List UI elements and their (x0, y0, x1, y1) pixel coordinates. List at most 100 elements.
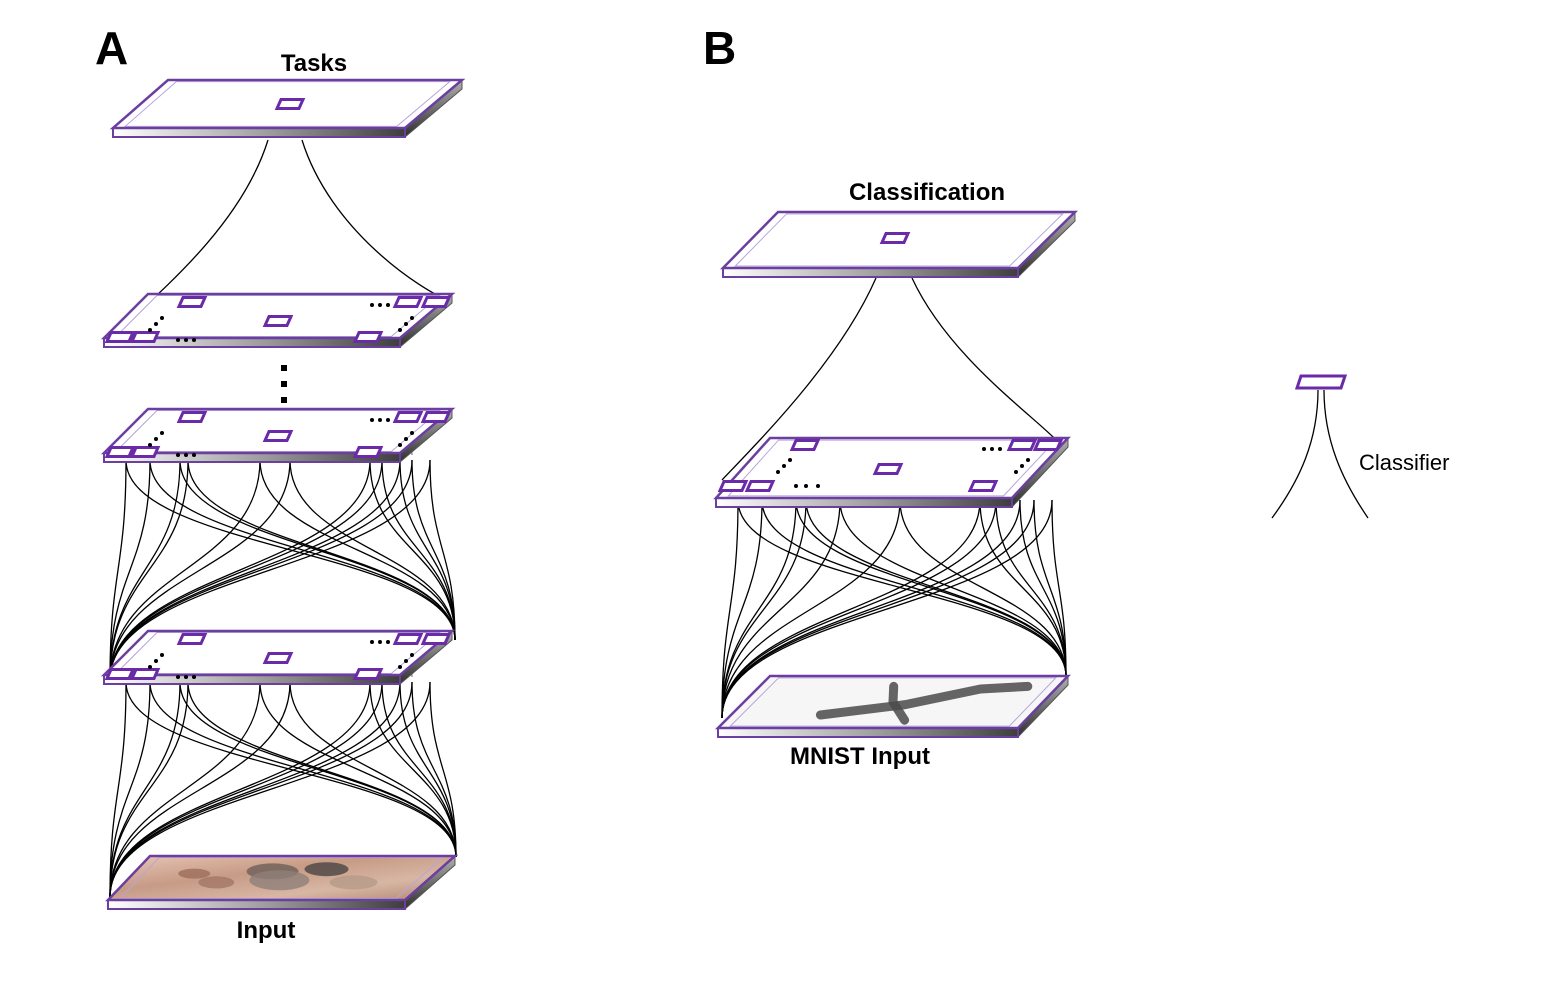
layer3-to-input-conn-to-left (109, 681, 431, 898)
hidden-b-to-mnist-right (995, 499, 1067, 677)
hidden-layer-2-unit-center (262, 430, 294, 442)
hidden-layer-3-dots-left (148, 665, 152, 669)
layer2-to-layer3-conn-to-left (109, 459, 127, 681)
hidden-b-to-mnist-right (899, 499, 1067, 677)
hidden-layer-top-dots-front (192, 338, 196, 342)
hidden-b-to-mnist-right (761, 499, 1067, 677)
input-layer-edge (105, 854, 459, 902)
layer2-to-layer3-conn-to-left (109, 459, 151, 681)
hidden-layer-b-unit-front-left-1 (717, 480, 749, 492)
tasks-label: Tasks (281, 50, 347, 77)
hidden-layer-top-unit-back-right-1 (392, 296, 424, 308)
layer2-to-layer3-conn-to-right (289, 459, 456, 641)
layer3-to-input-conn-to-left (109, 681, 151, 898)
hidden-layer-b-edge (713, 436, 1071, 500)
hidden-layer-3-unit-front-right (352, 668, 384, 680)
mnist-input-layer-front-side (717, 727, 1019, 738)
hidden-b-to-mnist-right (1033, 499, 1067, 677)
hidden-layer-3-dots-left (154, 659, 158, 663)
hidden-layer-2-edge (100, 407, 456, 455)
classifier-legend (1271, 374, 1369, 519)
hidden-layer-b-dots-left (782, 464, 786, 468)
input-layer-front-side (107, 899, 406, 910)
hidden-layer-b-dots-right (1026, 458, 1030, 462)
classification-conn-left (721, 277, 877, 481)
hidden-layer-top-dots-back (386, 303, 390, 307)
hidden-layer-b-dots-front (804, 484, 808, 488)
hidden-layer-top-dots-right (398, 328, 402, 332)
layer-gap-dots (281, 381, 287, 387)
hidden-layer-top-dots-left (160, 316, 164, 320)
hidden-layer-2-dots-back (378, 418, 382, 422)
hidden-layer-2-unit-back-right-1 (392, 411, 424, 423)
input-layer (105, 854, 459, 911)
hidden-layer-2-dots-back (386, 418, 390, 422)
tasks-layer-front-side (112, 127, 406, 138)
mnist-input-layer (714, 674, 1071, 739)
hidden-layer-2-inner-rim (114, 410, 442, 452)
hidden-layer-top-dots-right (410, 316, 414, 320)
layer3-to-input-conn-to-right (289, 681, 457, 858)
tasks-layer-inner-rim (123, 81, 452, 127)
tasks-layer-edge (109, 78, 466, 130)
hidden-layer-2-dots-right (410, 431, 414, 435)
hidden-layer-b-unit-back-right-1 (1006, 439, 1038, 451)
hidden-b-to-mnist-left (721, 499, 997, 719)
classification-layer (720, 210, 1079, 279)
layer3-to-input-conn-to-right (399, 681, 457, 858)
layer3-to-input-conn-to-left (109, 681, 383, 898)
hidden-layer-3-dots-back (386, 640, 390, 644)
layer2-to-layer3-conn-to-right (381, 459, 456, 641)
hidden-layer-2-dots-left (154, 437, 158, 441)
layer3-to-input-conn-to-left (109, 681, 413, 898)
hidden-b-to-mnist-right (839, 499, 1067, 677)
hidden-layer-3-dots-front (184, 675, 188, 679)
hidden-layer-3-dots-right (398, 665, 402, 669)
hidden-layer-3-dots-back (370, 640, 374, 644)
input-label: Input (237, 917, 296, 944)
layer2-to-layer3-conn-to-right (411, 459, 456, 641)
hidden-layer-top-unit-front-right (352, 331, 384, 343)
hidden-layer-2-unit-front-left-1 (104, 446, 136, 458)
hidden-layer-top-dots-back (378, 303, 382, 307)
tasks-conn-right (301, 139, 453, 303)
hidden-layer-2-unit-back-right-2 (420, 411, 452, 423)
layer3-to-input-conn-to-left (109, 681, 261, 898)
hidden-layer-top-dots-front (176, 338, 180, 342)
hidden-layer-b-unit-front-left-2 (744, 480, 776, 492)
hidden-b-to-mnist-left (721, 499, 1053, 719)
hidden-b-to-mnist-left (721, 499, 763, 719)
mnist-input-label: MNIST Input (790, 743, 930, 770)
input-layer-photo-blob (198, 876, 235, 889)
layer2-to-layer3-conn-to-left (109, 459, 261, 681)
hidden-layer-2-unit-back-left (176, 411, 208, 423)
hidden-b-to-mnist-left (721, 499, 807, 719)
layer3-to-input-conn-to-left (109, 681, 127, 898)
hidden-layer-b-dots-left (788, 458, 792, 462)
layer3-to-input-conn-to-right (429, 681, 457, 858)
classification-layer-edge (720, 210, 1079, 270)
panel-a-letter: A (95, 22, 128, 74)
layer3-to-input-conn-to-left (109, 681, 189, 898)
hidden-layer-3-unit-back-right-2 (420, 633, 452, 645)
layer-gap-dots (281, 397, 287, 403)
hidden-layer-top-edge (100, 292, 456, 340)
hidden-layer-2-dots-left (160, 431, 164, 435)
hidden-layer-b-inner-rim (727, 439, 1057, 497)
panel-b-letter: B (703, 22, 736, 74)
hidden-layer-top-unit-back-right-2 (420, 296, 452, 308)
hidden-layer-2-dots-left (148, 443, 152, 447)
layer2-to-layer3-conn-to-left (109, 459, 383, 681)
hidden-layer-top-unit-center (262, 315, 294, 327)
input-layer-photo-blob (178, 868, 211, 879)
hidden-layer-2-unit-front-left-2 (129, 446, 161, 458)
hidden-layer-b-dots-back (982, 447, 986, 451)
hidden-layer-b-unit-back-right-2 (1032, 439, 1064, 451)
hidden-b-to-mnist-right (979, 499, 1067, 677)
layer2-to-layer3-conn-to-left (109, 459, 431, 681)
layers (100, 78, 1079, 911)
hidden-layer-3-unit-front-left-1 (104, 668, 136, 680)
layer2-to-layer3-conn-to-right (259, 459, 456, 641)
hidden-layer-3-unit-center (262, 652, 294, 664)
